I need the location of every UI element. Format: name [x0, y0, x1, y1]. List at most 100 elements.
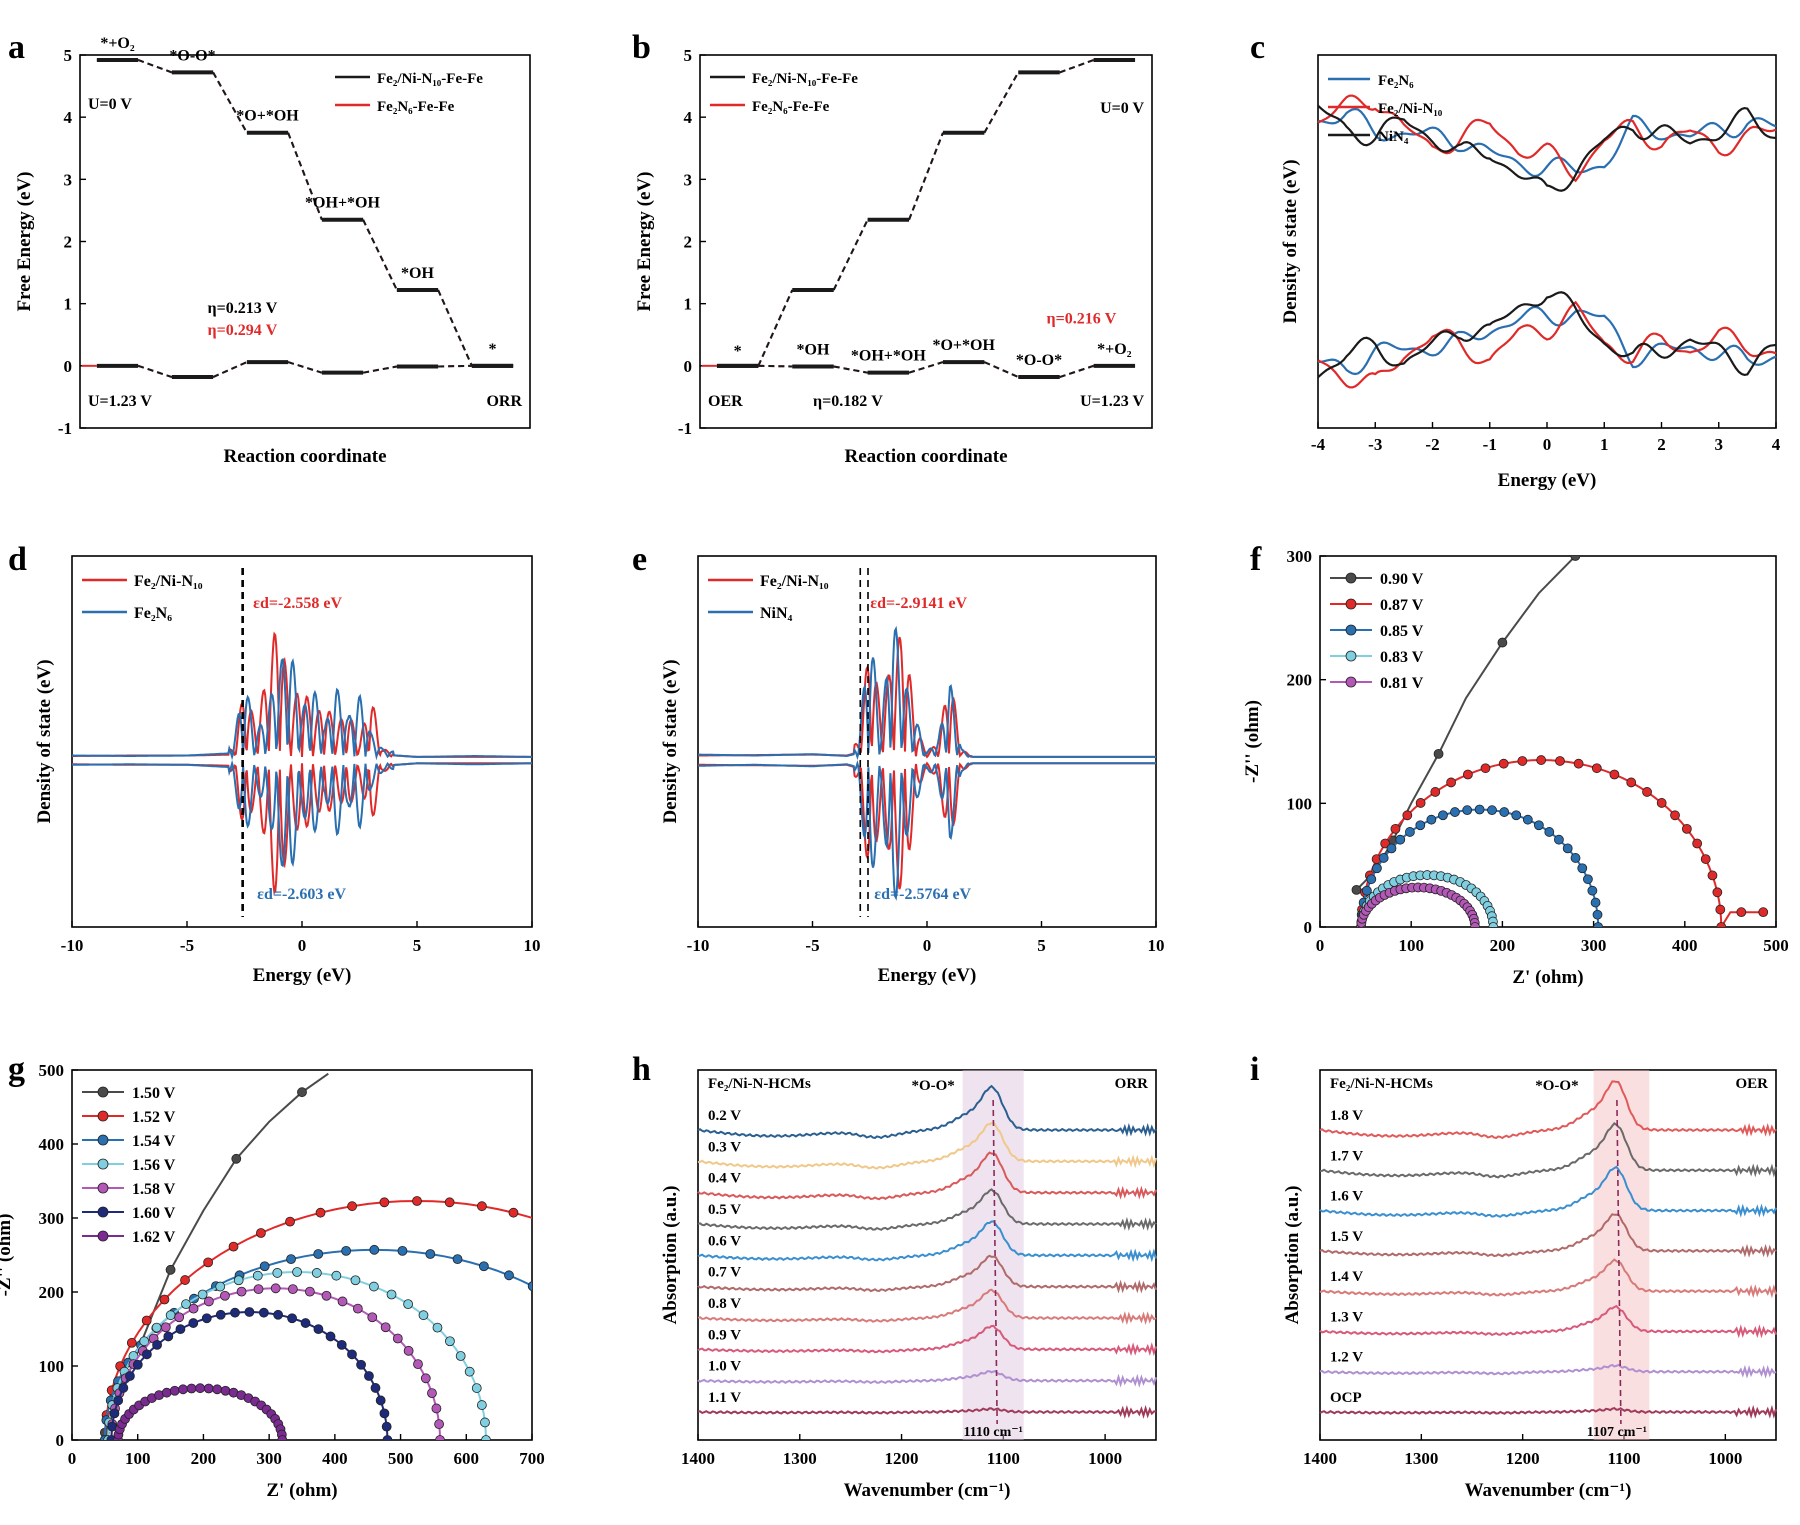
nyquist-point [626, 1377, 635, 1386]
nyquist-point [152, 1339, 162, 1350]
spectrum-label: 1.4 V [1330, 1269, 1363, 1285]
nyquist-point [1402, 810, 1413, 821]
nyquist-point [109, 1408, 120, 1419]
pdos-up-0 [698, 636, 1156, 759]
nyquist-point [212, 1384, 223, 1395]
legend-marker [97, 1206, 109, 1218]
pdos-down-1 [698, 760, 1156, 901]
nyquist-point [452, 1254, 463, 1265]
x-tick-label: 300 [1581, 936, 1607, 955]
nyquist-point [113, 1395, 124, 1406]
peak-position-label: 1107 cm⁻¹ [1587, 1425, 1647, 1440]
x-tick-label: 10 [524, 936, 541, 955]
nyquist-point [425, 1249, 436, 1259]
x-tick-label: 0 [1543, 435, 1552, 454]
nyquist-point [381, 1421, 392, 1432]
nyquist-point [1591, 763, 1602, 774]
nyquist-point [356, 1359, 366, 1370]
energy-connector [758, 364, 793, 368]
nyquist-series-group [99, 1072, 648, 1445]
nyquist-point [1351, 885, 1362, 895]
nyquist-point [638, 1416, 647, 1425]
ir-spectrum [1319, 1080, 1777, 1140]
legend-label: Fe₂/Ni-N₁₀ [1378, 101, 1443, 117]
x-axis-label: Reaction coordinate [844, 446, 1007, 467]
nyquist-point [1470, 922, 1480, 927]
ir-spectrum [698, 1404, 1157, 1420]
pdos-up-1 [72, 657, 532, 761]
nyquist-point [1570, 853, 1581, 863]
y-tick-label: 5 [64, 46, 73, 65]
y-tick-label: 1 [684, 295, 693, 314]
nyquist-point [1522, 814, 1533, 825]
nyquist-point [375, 1395, 386, 1406]
panel-letter: c [1250, 29, 1265, 66]
x-tick-label: 3 [1715, 435, 1724, 454]
nyquist-point [181, 1299, 191, 1310]
nyquist-point [1474, 804, 1485, 815]
x-tick-label: -5 [805, 936, 819, 955]
spectrum-label: 0.2 V [708, 1108, 741, 1124]
nyquist-point [1415, 820, 1426, 831]
nyquist-point [1758, 907, 1769, 918]
peak-marker-line [992, 1099, 998, 1425]
reaction-label: ORR [486, 393, 522, 410]
y-tick-label: 300 [1287, 547, 1313, 566]
y-tick-label: 200 [39, 1283, 65, 1302]
legend-label: NiN₄ [760, 605, 793, 622]
nyquist-point [1462, 805, 1473, 816]
nyquist-point [596, 1242, 605, 1251]
nyquist-point [350, 1275, 361, 1286]
spectrum-label: 0.7 V [708, 1265, 741, 1281]
y-axis-label: -Z'' (ohm) [1242, 700, 1263, 783]
nyquist-point [504, 1270, 514, 1281]
ir-spectrum [1319, 1122, 1777, 1179]
y-tick-label: 3 [684, 170, 693, 189]
nyquist-point [300, 1318, 311, 1328]
nyquist-point [1670, 810, 1680, 821]
nyquist-point [186, 1383, 197, 1394]
legend-label: 0.87 V [1380, 597, 1424, 614]
legend-label: 0.90 V [1380, 571, 1424, 588]
x-axis-label: Wavenumber (cm⁻¹) [1465, 1480, 1632, 1501]
x-axis-label: Wavenumber (cm⁻¹) [844, 1480, 1011, 1501]
x-axis-label: Z' (ohm) [266, 1480, 337, 1501]
state-label: *O-O* [1016, 352, 1062, 369]
y-axis-label: Density of state (eV) [1280, 159, 1301, 323]
x-tick-label: 10 [1148, 936, 1165, 955]
nyquist-point [331, 1270, 342, 1281]
x-axis-label: Energy (eV) [253, 965, 352, 986]
nyquist-point [1573, 758, 1584, 769]
nyquist-point [569, 1229, 578, 1238]
nyquist-point [639, 1436, 648, 1445]
legend-label: 1.52 V [132, 1109, 176, 1126]
nyquist-point [420, 1373, 431, 1384]
nyquist-point [201, 1313, 212, 1324]
nyquist-point [277, 1435, 288, 1440]
spectrum-label: 0.6 V [708, 1233, 741, 1249]
nyquist-point [1577, 863, 1588, 874]
nyquist-series-group [1351, 556, 1769, 927]
nyquist-point [1570, 556, 1581, 561]
ir-spectrum [697, 1370, 1157, 1388]
nyquist-point [432, 1322, 443, 1333]
nyquist-point [304, 1286, 315, 1297]
dos-down-1 [1317, 300, 1777, 389]
spectrum-label: 1.0 V [708, 1359, 741, 1375]
state-label: *OH [401, 265, 434, 282]
energy-connector [832, 219, 869, 291]
energy-connector [287, 361, 323, 374]
d-band-center-label: εd=-2.5764 eV [874, 886, 971, 903]
legend-label: 1.54 V [132, 1133, 176, 1150]
legend-label: 0.81 V [1380, 675, 1424, 692]
nyquist-point [369, 1281, 379, 1292]
nyquist-point [141, 1349, 152, 1360]
nyquist-point [118, 1383, 129, 1393]
plot-frame [1319, 555, 1777, 928]
nyquist-point [621, 1258, 630, 1267]
pdos-down-0 [698, 761, 1156, 890]
plot-frame [71, 1069, 533, 1441]
sample-label: Fe₂/Ni-N-HCMs [708, 1076, 811, 1092]
ir-spectrum [697, 1254, 1157, 1294]
panel-letter: h [632, 1051, 651, 1088]
